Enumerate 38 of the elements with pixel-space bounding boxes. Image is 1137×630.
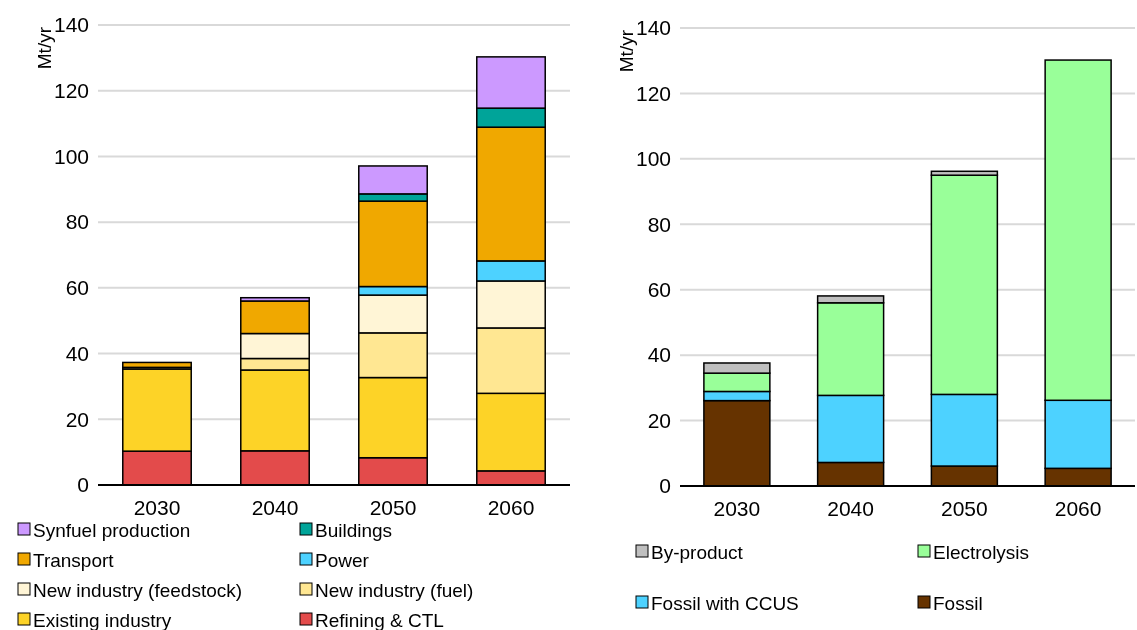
- y-tick-label: 60: [647, 277, 671, 301]
- x-tick-label: 2030: [713, 497, 761, 520]
- legend-label: Transport: [33, 549, 115, 571]
- y-tick-label: 140: [635, 16, 671, 40]
- y-tick-label: 100: [635, 147, 671, 171]
- y-tick-label: 80: [65, 210, 89, 234]
- y-tick-label: 40: [647, 343, 671, 367]
- legend-label: New industry (feedstock): [33, 579, 243, 601]
- x-tick-label: 2060: [487, 496, 535, 519]
- y-tick-label: 120: [53, 78, 89, 102]
- legend-label: Fossil: [933, 592, 983, 614]
- x-tick-label: 2050: [369, 496, 417, 519]
- legend-label: Refining & CTL: [315, 609, 444, 630]
- y-axis-title: Mt/yr: [34, 26, 56, 70]
- legend-label: By-product: [651, 541, 744, 563]
- legend-label: Fossil with CCUS: [651, 592, 799, 614]
- legend-label: Synfuel production: [33, 519, 191, 541]
- y-tick-label: 100: [53, 144, 89, 168]
- x-tick-label: 2040: [251, 496, 299, 519]
- y-tick-label: 0: [659, 474, 671, 498]
- x-tick-label: 2060: [1054, 497, 1102, 520]
- y-tick-label: 40: [65, 341, 89, 365]
- y-tick-label: 60: [65, 276, 89, 300]
- legend-label: Electrolysis: [933, 541, 1030, 563]
- legend-label: New industry (fuel): [315, 579, 474, 601]
- y-tick-label: 140: [53, 13, 89, 37]
- x-tick-label: 2050: [941, 497, 988, 520]
- y-tick-label: 0: [77, 473, 89, 497]
- y-tick-label: 80: [647, 212, 671, 236]
- y-tick-label: 120: [635, 81, 671, 105]
- legend-label: Existing industry: [33, 609, 172, 630]
- legend-label: Power: [315, 549, 370, 571]
- y-tick-label: 20: [647, 408, 671, 432]
- x-tick-label: 2040: [827, 497, 874, 520]
- y-axis-title: Mt/yr: [616, 29, 638, 73]
- y-tick-label: 20: [65, 407, 89, 431]
- legend-label: Buildings: [315, 519, 393, 541]
- x-tick-label: 2030: [133, 496, 181, 519]
